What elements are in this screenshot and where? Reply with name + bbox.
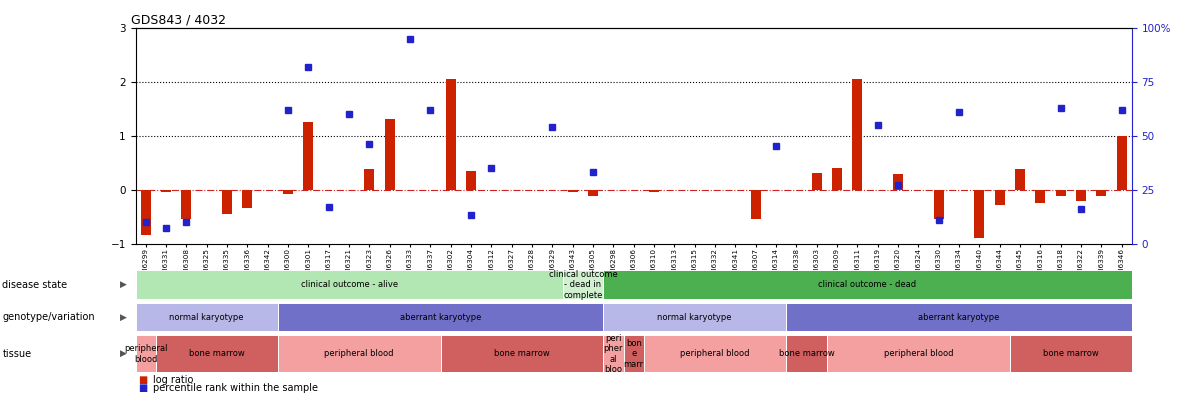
- Text: log ratio: log ratio: [153, 375, 193, 385]
- Bar: [995, 190, 1005, 205]
- Bar: [811, 173, 822, 190]
- Bar: [562, 270, 604, 299]
- Bar: [303, 122, 314, 190]
- Bar: [1055, 190, 1066, 196]
- Text: disease state: disease state: [2, 280, 67, 290]
- Bar: [278, 335, 441, 372]
- Bar: [648, 190, 659, 192]
- Text: bone marrow: bone marrow: [189, 349, 245, 358]
- Bar: [826, 335, 1010, 372]
- Bar: [751, 190, 760, 219]
- Text: bone marrow: bone marrow: [1043, 349, 1099, 358]
- Text: ▶: ▶: [120, 349, 127, 358]
- Bar: [283, 190, 294, 194]
- Bar: [893, 175, 903, 190]
- Bar: [466, 171, 476, 190]
- Bar: [136, 270, 562, 299]
- Bar: [364, 169, 375, 190]
- Bar: [644, 335, 786, 372]
- Bar: [786, 335, 826, 372]
- Bar: [1015, 169, 1025, 190]
- Bar: [604, 303, 786, 331]
- Bar: [1010, 335, 1132, 372]
- Text: genotype/variation: genotype/variation: [2, 312, 95, 322]
- Text: clinical outcome
- dead in
complete: clinical outcome - dead in complete: [548, 270, 618, 300]
- Bar: [567, 190, 578, 192]
- Bar: [1076, 190, 1086, 202]
- Text: normal karyotype: normal karyotype: [170, 313, 244, 322]
- Bar: [852, 79, 863, 190]
- Text: peri
pher
al
bloo: peri pher al bloo: [604, 334, 624, 374]
- Bar: [832, 168, 842, 190]
- Text: aberrant karyotype: aberrant karyotype: [918, 313, 1000, 322]
- Text: normal karyotype: normal karyotype: [658, 313, 732, 322]
- Bar: [974, 190, 984, 238]
- Text: peripheral blood: peripheral blood: [883, 349, 953, 358]
- Text: peripheral
blood: peripheral blood: [124, 344, 167, 364]
- Text: clinical outcome - alive: clinical outcome - alive: [301, 280, 397, 289]
- Bar: [182, 190, 191, 219]
- Bar: [1096, 190, 1106, 196]
- Bar: [1035, 190, 1046, 203]
- Bar: [156, 335, 278, 372]
- Text: percentile rank within the sample: percentile rank within the sample: [153, 383, 318, 393]
- Text: tissue: tissue: [2, 349, 32, 359]
- Bar: [604, 270, 1132, 299]
- Bar: [136, 303, 278, 331]
- Text: clinical outcome - dead: clinical outcome - dead: [818, 280, 916, 289]
- Bar: [604, 335, 624, 372]
- Bar: [384, 120, 395, 190]
- Text: ■: ■: [138, 383, 147, 393]
- Bar: [441, 335, 604, 372]
- Text: ■: ■: [138, 375, 147, 385]
- Text: peripheral blood: peripheral blood: [324, 349, 394, 358]
- Bar: [934, 190, 943, 219]
- Bar: [136, 335, 156, 372]
- Bar: [1117, 135, 1127, 190]
- Text: bon
e
marr: bon e marr: [624, 339, 644, 369]
- Text: bone marrow: bone marrow: [778, 349, 835, 358]
- Text: aberrant karyotype: aberrant karyotype: [400, 313, 481, 322]
- Bar: [162, 190, 171, 192]
- Bar: [243, 190, 252, 208]
- Text: peripheral blood: peripheral blood: [680, 349, 750, 358]
- Text: ▶: ▶: [120, 280, 127, 289]
- Bar: [278, 303, 604, 331]
- Text: ▶: ▶: [120, 313, 127, 322]
- Bar: [786, 303, 1132, 331]
- Text: GDS843 / 4032: GDS843 / 4032: [131, 13, 225, 27]
- Bar: [446, 79, 456, 190]
- Text: bone marrow: bone marrow: [494, 349, 549, 358]
- Bar: [222, 190, 232, 214]
- Bar: [140, 190, 151, 236]
- Bar: [624, 335, 644, 372]
- Bar: [588, 190, 598, 196]
